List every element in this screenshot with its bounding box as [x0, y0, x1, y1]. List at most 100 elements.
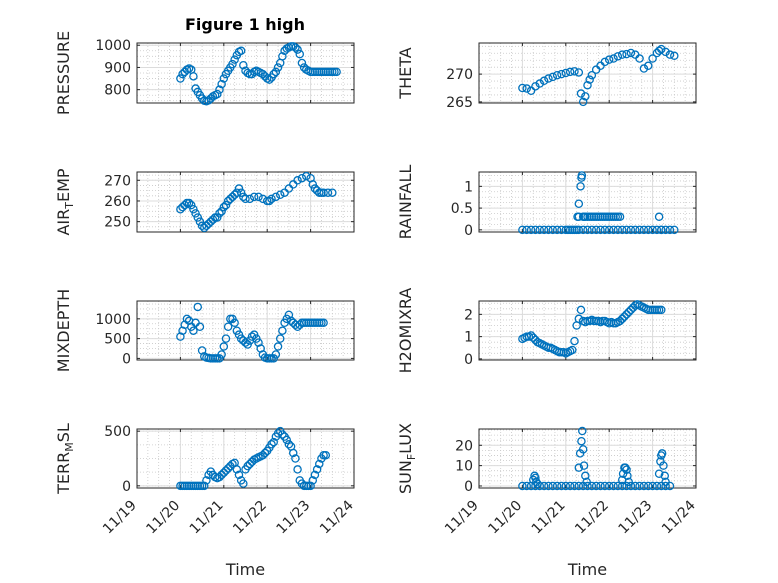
data-point [236, 46, 246, 56]
plot-area [479, 301, 696, 360]
data-point [609, 225, 618, 235]
axes-box [136, 171, 355, 233]
data-point [583, 225, 592, 235]
data-point [195, 217, 205, 226]
data-point [659, 461, 668, 470]
data-point [184, 198, 194, 208]
data-point [532, 477, 541, 487]
data-point [624, 307, 633, 317]
y-tick-label: 0 [122, 351, 131, 367]
y-axis-label: AIRTEMP [54, 168, 76, 235]
data-point [622, 225, 631, 235]
data-point [585, 75, 594, 84]
data-point [622, 49, 631, 59]
data-point [565, 67, 575, 77]
data-point [665, 50, 675, 59]
data-point [193, 213, 203, 222]
data-point [622, 310, 631, 319]
x-axis-label: Time [225, 560, 265, 579]
data-point [254, 192, 263, 202]
y-tick-label: 270 [104, 173, 131, 189]
data-point [308, 180, 318, 189]
data-point [323, 188, 333, 197]
y-tick-label: 270 [446, 67, 473, 83]
data-point [526, 331, 536, 340]
axes-box [478, 42, 697, 104]
data-point [241, 194, 250, 204]
y-tick-label: 260 [104, 194, 131, 210]
data-point [239, 60, 248, 70]
data-point [332, 67, 341, 77]
data-point [661, 477, 670, 487]
data-point [623, 471, 632, 481]
data-point [278, 430, 287, 439]
data-point [230, 55, 239, 64]
data-point [178, 69, 187, 79]
data-point [544, 74, 553, 83]
data-point [531, 225, 540, 235]
data-point [219, 468, 229, 477]
data-point [308, 476, 318, 485]
data-point [661, 481, 670, 491]
data-point [578, 225, 588, 235]
data-point [570, 336, 579, 346]
data-point [518, 225, 527, 235]
data-point [591, 481, 601, 491]
y-tick-label: 2 [464, 307, 473, 323]
data-point [295, 49, 304, 59]
data-point [526, 225, 536, 235]
data-point [284, 440, 294, 449]
data-point [267, 194, 276, 204]
data-point [604, 481, 614, 491]
data-point [315, 459, 324, 469]
data-point [219, 202, 229, 212]
data-point [570, 481, 579, 491]
y-axis-label: SUNFLUX [396, 423, 418, 494]
data-point [617, 50, 627, 59]
axes-box [136, 42, 355, 104]
data-point [271, 350, 281, 359]
data-point [644, 61, 653, 71]
data-point [600, 57, 610, 67]
data-point [217, 79, 226, 89]
x-tick-label: 11/22 [572, 498, 612, 538]
data-point [665, 225, 675, 235]
data-point [548, 72, 558, 82]
data-point [630, 225, 640, 235]
y-tick-label: 0 [122, 479, 131, 495]
data-series [176, 42, 341, 106]
plot-area [137, 301, 354, 360]
data-point [548, 225, 558, 235]
data-point [660, 471, 670, 481]
data-point [565, 481, 575, 491]
data-point [617, 225, 627, 235]
x-axis-label: Time [567, 560, 607, 579]
data-point [591, 225, 601, 235]
data-point [232, 188, 242, 197]
data-point [526, 86, 536, 96]
data-point [258, 450, 268, 460]
data-point [522, 481, 531, 491]
y-tick-label: 0 [464, 223, 473, 239]
data-point [574, 481, 584, 491]
data-point [273, 63, 283, 72]
data-point [654, 469, 664, 479]
data-point [176, 74, 185, 83]
data-point [275, 334, 285, 343]
x-tick-label: 11/24 [317, 497, 357, 537]
y-tick-label: 800 [104, 83, 131, 99]
chart-rainfall: 0 0.5 1 RAINFALL [396, 165, 697, 239]
data-point [578, 445, 588, 454]
data-point [626, 481, 636, 491]
data-point [529, 333, 538, 342]
data-point [600, 481, 610, 491]
data-point [552, 70, 562, 80]
data-point [328, 188, 337, 197]
data-point [228, 59, 237, 69]
data-point [217, 350, 226, 359]
y-tick-label: 1 [464, 179, 473, 195]
chart-pressure: 800 900 1000 PRESSURE [54, 31, 355, 115]
data-point [552, 225, 562, 235]
data-point [557, 69, 566, 79]
data-point [630, 481, 640, 491]
